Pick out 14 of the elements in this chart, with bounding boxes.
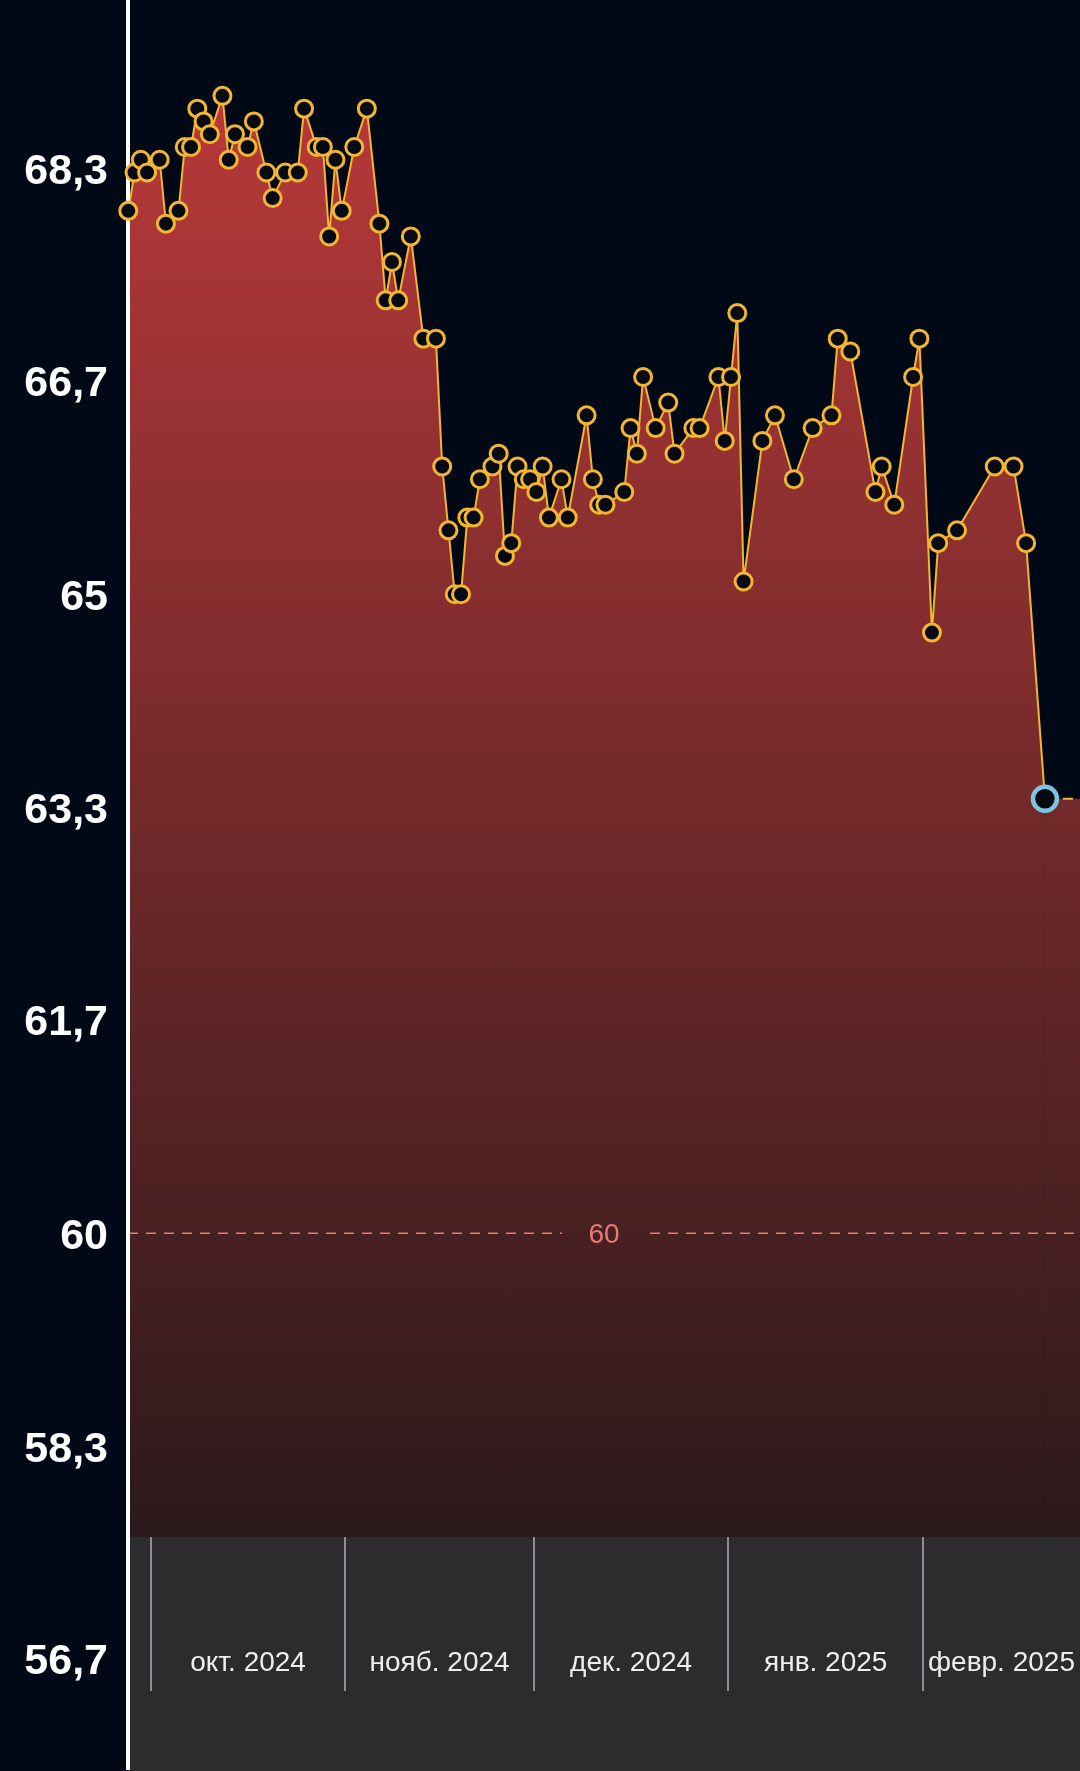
y-tick-label: 58,3 (24, 1422, 108, 1471)
y-tick-label: 63,3 (24, 783, 108, 832)
y-tick-label: 61,7 (24, 996, 108, 1045)
y-tick-label: 60 (60, 1209, 108, 1258)
x-tick-label: дек. 2024 (570, 1645, 693, 1677)
x-tick-label: нояб. 2024 (369, 1645, 510, 1677)
y-tick-label: 56,7 (24, 1635, 108, 1684)
y-tick-label: 68,3 (24, 144, 108, 193)
y-tick-label: 66,7 (24, 357, 108, 406)
x-tick-label: окт. 2024 (190, 1645, 306, 1677)
y-tick-label: 65 (60, 570, 108, 619)
x-tick-label: февр. 2025 (928, 1645, 1075, 1677)
ref-line-label: 60 (588, 1217, 620, 1249)
x-tick-label: янв. 2025 (764, 1645, 888, 1677)
